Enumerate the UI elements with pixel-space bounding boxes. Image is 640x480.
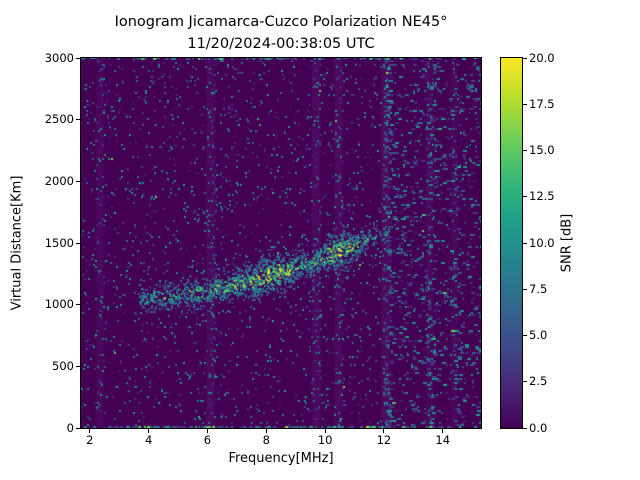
colorbar-tick-mark — [523, 196, 527, 198]
y-tick-mark — [76, 304, 80, 306]
colorbar-tick-mark — [523, 242, 527, 244]
colorbar-tick-mark — [523, 103, 527, 105]
colorbar-tick-mark — [523, 381, 527, 383]
x-tick-mark — [265, 429, 267, 433]
y-axis-label: Virtual Distance[Km] — [9, 175, 25, 311]
colorbar-gradient — [501, 58, 522, 428]
colorbar-tick-mark — [523, 335, 527, 336]
x-tick-mark — [383, 429, 385, 433]
y-tick-mark — [76, 180, 80, 182]
colorbar-tick-label: 0.0 — [529, 420, 548, 435]
colorbar-tick-label: 5.0 — [529, 328, 548, 342]
colorbar-tick-mark — [523, 288, 527, 290]
colorbar-tick-mark — [523, 57, 527, 59]
chart-title: Ionogram Jicamarca-Cuzco Polarization NE… — [114, 14, 448, 30]
x-tick-label: 14 — [435, 433, 451, 447]
colorbar-tick-label: 20.0 — [529, 50, 555, 65]
y-tick-label: 3000 — [44, 50, 74, 65]
colorbar-tick-label: 7.5 — [529, 281, 548, 296]
y-tick-label: 0 — [66, 420, 74, 435]
y-tick-label: 1500 — [44, 235, 74, 250]
x-axis-label: Frequency[MHz] — [228, 451, 334, 466]
x-tick-mark — [206, 429, 208, 433]
colorbar-tick-label: 2.5 — [529, 374, 548, 389]
y-tick-mark — [76, 119, 80, 121]
x-tick-label: 8 — [262, 433, 270, 447]
y-tick-mark — [76, 365, 80, 367]
y-tick-mark — [76, 242, 80, 244]
x-tick-label: 6 — [203, 433, 212, 447]
y-tick-label: 2000 — [44, 173, 74, 188]
y-tick-label: 1000 — [44, 297, 74, 312]
x-tick-label: 4 — [144, 433, 153, 447]
y-tick-label: 2500 — [44, 112, 74, 127]
colorbar-tick-label: 15.0 — [529, 143, 555, 157]
y-tick-mark — [76, 57, 80, 59]
x-tick-mark — [89, 429, 91, 433]
x-tick-label: 12 — [376, 433, 392, 447]
colorbar — [500, 57, 523, 429]
colorbar-label: SNR [dB] — [559, 213, 575, 273]
x-tick-mark — [324, 429, 326, 433]
title-block: Ionogram Jicamarca-Cuzco Polarization NE… — [81, 11, 481, 55]
plot-area — [80, 57, 482, 429]
chart-subtitle: 11/20/2024-00:38:05 UTC — [187, 36, 375, 52]
colorbar-tick-label: 17.5 — [529, 96, 555, 111]
y-tick-label: 500 — [52, 358, 74, 373]
y-tick-mark — [76, 427, 80, 429]
colorbar-tick-label: 12.5 — [529, 189, 555, 204]
x-tick-label: 10 — [317, 433, 333, 447]
colorbar-tick-mark — [523, 150, 527, 151]
x-tick-mark — [442, 429, 444, 433]
heatmap-canvas — [81, 58, 481, 428]
x-tick-mark — [148, 429, 150, 433]
x-tick-label: 2 — [86, 433, 94, 447]
colorbar-tick-label: 10.0 — [529, 235, 555, 250]
colorbar-tick-mark — [523, 427, 527, 429]
